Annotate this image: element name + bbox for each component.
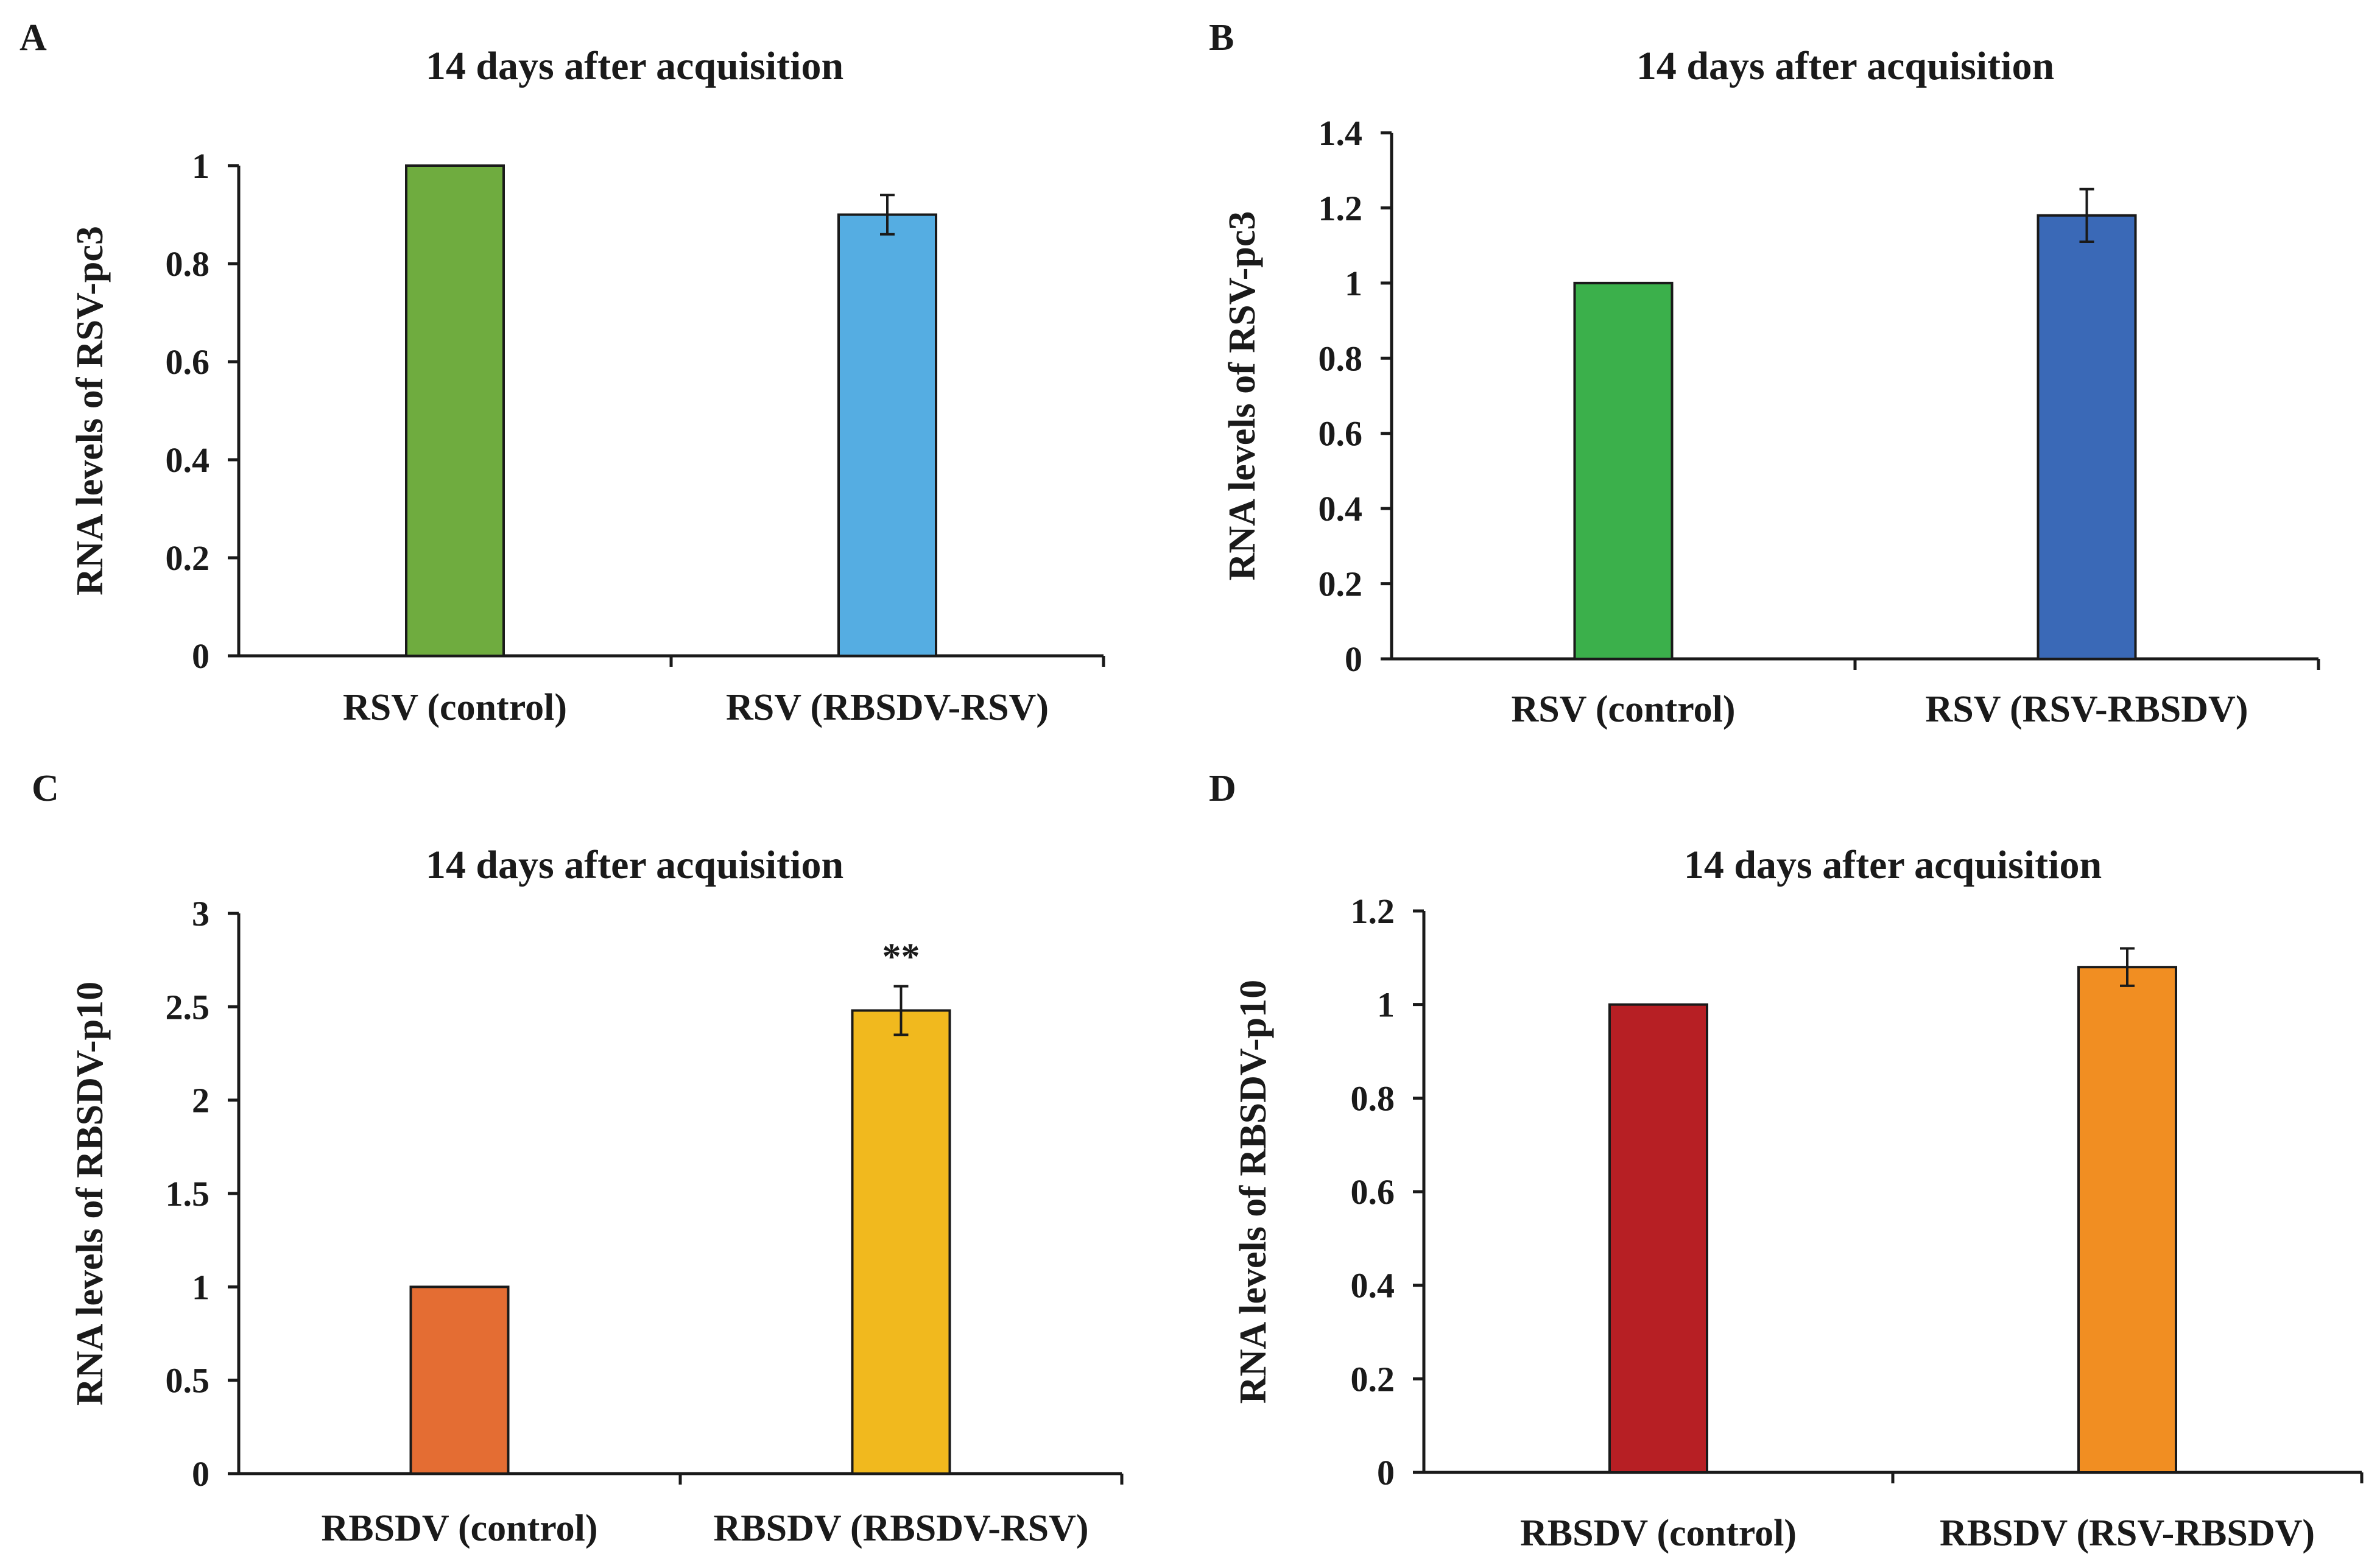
panel-label: D [1209, 768, 1236, 809]
bar [2077, 966, 2177, 1474]
bar [1573, 281, 1674, 661]
y-tick-label: 1 [1345, 264, 1362, 303]
chart-panel-b: B 14 days after acquisition 0 0.2 0.4 0.6 0.8 1… [1209, 17, 2320, 730]
panel-label: A [19, 17, 47, 58]
y-tick-label: 2.5 [166, 987, 210, 1027]
y-tick-label: 0.4 [1319, 489, 1363, 529]
y-tick-label: 0 [192, 1454, 209, 1494]
y-tick-label: 2 [192, 1081, 209, 1120]
y-tick-label: 0.4 [166, 440, 210, 480]
y-tick-label: 0.6 [1351, 1172, 1395, 1212]
y-tick-label: 0.5 [166, 1361, 210, 1401]
y-tick-label: 0 [1345, 639, 1362, 679]
chart-title: 14 days after acquisition [426, 843, 843, 887]
x-category-label: RSV (control) [1512, 689, 1736, 730]
y-tick-label: 1 [1377, 985, 1395, 1025]
x-category-label: RSV (control) [343, 687, 567, 728]
bar [2037, 214, 2137, 660]
y-axis-label: RNA levels of RSV-pc3 [69, 226, 111, 596]
y-tick-label: 1 [192, 1267, 209, 1307]
significance-label: ** [882, 937, 920, 978]
chart-title: 14 days after acquisition [426, 44, 843, 88]
x-category-label: RBSDV (control) [321, 1508, 597, 1549]
bar [837, 213, 937, 657]
y-tick-label: 0 [192, 636, 209, 676]
y-axis-label: RNA levels of RBSDV-p10 [1233, 980, 1274, 1404]
y-axis-label: RNA levels of RBSDV-p10 [69, 982, 111, 1405]
y-axis-label: RNA levels of RSV-pc3 [1222, 211, 1263, 581]
y-tick-label: 1.2 [1319, 188, 1363, 228]
bar [851, 1009, 951, 1475]
y-tick-label: 3 [192, 894, 209, 933]
y-tick-label: 0.6 [1319, 414, 1363, 454]
y-tick-label: 0.4 [1351, 1266, 1395, 1306]
chart-title: 14 days after acquisition [1684, 843, 2102, 887]
y-tick-label: 1.2 [1351, 891, 1395, 931]
y-tick-label: 1 [192, 146, 209, 186]
y-tick-label: 0.6 [166, 342, 210, 382]
bar [405, 164, 505, 657]
chart-panel-d: D 14 days after acquisition 0 0.2 0.4 0.6 0.8 1… [1209, 768, 2364, 1554]
y-tick-label: 1.5 [166, 1174, 210, 1214]
bar [1608, 1003, 1708, 1474]
y-tick-label: 0.2 [1351, 1359, 1395, 1399]
y-tick-label: 0.2 [1319, 564, 1363, 604]
y-tick-label: 0.2 [166, 538, 210, 578]
x-category-label: RSV (RSV-RBSDV) [1926, 689, 2248, 730]
x-category-label: RSV (RBSDV-RSV) [726, 687, 1049, 728]
x-category-label: RBSDV (control) [1520, 1513, 1797, 1554]
x-category-label: RBSDV (RBSDV-RSV) [713, 1508, 1088, 1549]
y-tick-label: 0.8 [1351, 1078, 1395, 1118]
panel-label: B [1209, 17, 1234, 58]
chart-panel-a: A 14 days after acquisition 0 0.2 0.4 0.6 0.8 1… [19, 17, 1105, 728]
y-tick-label: 0.8 [1319, 339, 1363, 378]
x-category-label: RBSDV (RSV-RBSDV) [1940, 1513, 2315, 1554]
chart-title: 14 days after acquisition [1636, 44, 2054, 88]
y-tick-label: 0 [1377, 1453, 1395, 1492]
y-tick-label: 0.8 [166, 244, 210, 284]
bar [409, 1285, 510, 1475]
y-tick-label: 1.4 [1319, 113, 1363, 153]
panel-label: C [32, 768, 59, 809]
chart-panel-c: C 14 days after acquisition 0 0.5 1 1.5 2 2.5 3 R… [32, 768, 1124, 1549]
